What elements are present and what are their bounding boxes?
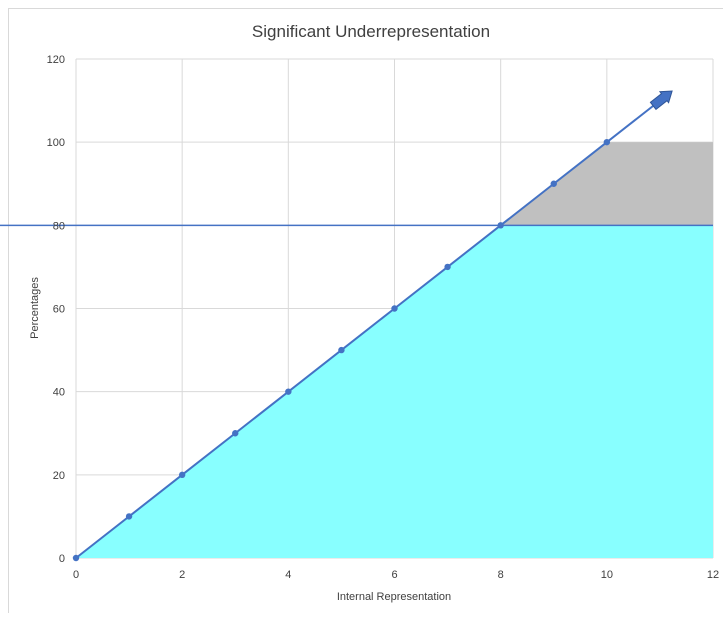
y-axis-label: Percentages <box>29 277 41 339</box>
x-tick-label-0: 0 <box>73 569 79 581</box>
data-point-7 <box>444 263 451 271</box>
data-point-6 <box>391 305 398 312</box>
data-point-1 <box>125 513 133 520</box>
x-tick-label-5: 10 <box>601 569 613 581</box>
data-point-3 <box>232 430 239 437</box>
y-tick-label-5: 100 <box>47 137 65 149</box>
x-axis-label: Internal Representation <box>337 591 451 603</box>
y-tick-label-3: 60 <box>53 304 65 316</box>
data-point-10 <box>603 138 611 146</box>
data-point-5 <box>338 346 345 354</box>
y-tick-label-2: 40 <box>53 387 65 399</box>
y-tick-labels: 0 20 40 60 80 100 120 <box>47 54 65 565</box>
data-point-8 <box>497 222 504 229</box>
shaded-region-above-80 <box>500 142 713 226</box>
y-tick-label-0: 0 <box>59 553 65 565</box>
x-tick-label-4: 8 <box>498 569 504 581</box>
x-tick-label-6: 12 <box>707 569 719 581</box>
x-tick-label-2: 4 <box>285 569 291 581</box>
shaded-regions <box>76 142 713 559</box>
chart-title: Significant Underrepresentation <box>252 22 490 41</box>
chart-frame <box>8 8 723 613</box>
x-tick-label-3: 6 <box>391 569 397 581</box>
data-point-0 <box>72 554 80 562</box>
y-tick-label-6: 120 <box>47 54 65 66</box>
x-tick-labels: 0 2 4 6 8 10 12 <box>73 569 719 581</box>
y-tick-label-4: 80 <box>53 220 65 232</box>
data-points <box>72 138 611 562</box>
x-tick-label-1: 2 <box>179 569 185 581</box>
shaded-region-below-line <box>76 225 713 559</box>
trend-arrow-icon <box>649 90 673 111</box>
data-point-4 <box>285 388 292 395</box>
data-point-2 <box>178 471 186 479</box>
data-point-9 <box>550 180 557 187</box>
y-tick-label-1: 20 <box>53 470 65 482</box>
